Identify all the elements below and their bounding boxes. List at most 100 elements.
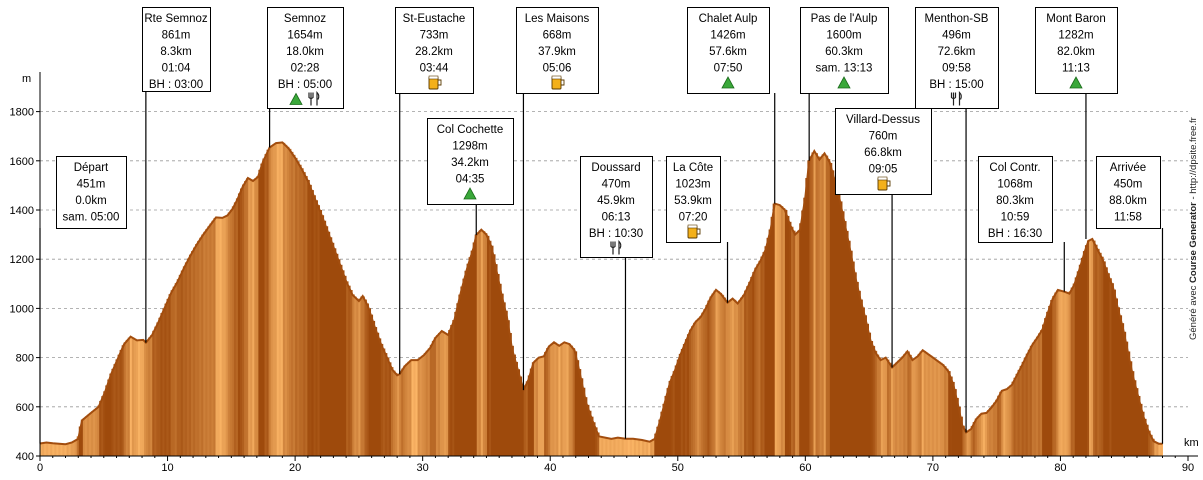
elevation-column [703,309,706,456]
elevation-column [327,231,331,456]
elevation-column [229,209,233,456]
elevation-column [270,145,274,456]
elevation-column [1029,345,1033,456]
elevation-column [1137,395,1141,456]
elevation-column [601,436,604,456]
elevation-column [564,342,567,456]
checkpoint-line: La Côte [673,162,713,174]
elevation-column [1103,261,1106,456]
elevation-column [695,320,698,456]
elevation-column [940,362,943,456]
elevation-column [852,261,855,456]
elevation-column [935,359,939,456]
elevation-column [1035,336,1039,456]
elevation-column [182,266,186,456]
elevation-column [1007,386,1010,456]
elevation-column [995,399,998,456]
elevation-line [39,141,1163,446]
elevation-column [313,195,316,456]
elevation-column [605,437,608,456]
elevation-column [1005,388,1008,456]
elevation-column [835,185,839,456]
elevation-column [258,169,261,456]
elevation-column [876,354,880,456]
elevation-column [1127,351,1131,456]
y-tick-label: 1200 [10,254,34,266]
drink-icon [428,75,442,90]
checkpoint-box [580,156,653,258]
elevation-column [560,343,563,456]
elevation-column [186,258,190,456]
checkpoint-line: BH : 10:30 [589,228,643,240]
elevation-column [395,372,398,456]
elevation-column [874,350,878,456]
checkpoint-line: Chalet Aulp [699,13,758,25]
elevation-column [272,143,276,456]
elevation-column [99,400,102,456]
elevation-column [333,248,337,456]
elevation-column [62,443,65,456]
elevation-column [1160,443,1163,456]
elevation-column [699,316,702,456]
elevation-column [872,345,876,456]
checkpoint-line: 34.2km [451,157,489,169]
elevation-column [580,378,584,456]
elevation-column [682,344,686,456]
elevation-column [548,345,551,456]
elevation-column [474,234,478,456]
elevation-column [584,397,588,456]
elevation-column [82,418,86,456]
elevation-column [1156,442,1159,456]
elevation-column [1080,257,1084,456]
drink-icon [877,176,891,191]
elevation-column [982,413,986,456]
elevation-column [737,300,741,456]
elevation-column [1091,239,1094,456]
summit-icon [289,92,303,105]
elevation-column [780,206,784,456]
elevation-column [789,221,792,456]
elevation-column [1095,244,1098,456]
elevation-column [1152,438,1155,456]
elevation-column [1070,287,1074,456]
elevation-column [48,442,51,456]
elevation-column [72,440,76,456]
elevation-column [746,286,749,456]
elevation-column [325,226,329,456]
elevation-column [889,362,892,456]
elevation-column [433,337,437,456]
elevation-column [576,360,580,456]
elevation-column [478,230,482,456]
elevation-column [544,351,547,456]
elevation-column [1113,289,1116,456]
elevation-column [1058,290,1061,456]
elevation-column [225,215,229,456]
checkpoint-line: 82.0km [1057,46,1095,58]
elevation-column [480,230,484,456]
elevation-column [446,333,449,456]
elevation-column [660,411,663,456]
checkpoint-line: 57.6km [709,46,747,58]
checkpoint-chalet-aulp: Chalet Aulp 1426m 57.6km 07:50 [687,7,776,204]
checkpoint-line: 1068m [997,179,1032,191]
checkpoint-pas-de-l-aulp: Pas de l'Aulp 1600m 60.3km sam. 13:13 [800,7,889,161]
elevation-column [111,368,114,456]
checkpoint-line: 01:04 [162,63,191,75]
elevation-column [615,437,618,456]
elevation-column [1066,292,1070,456]
elevation-column [909,354,912,456]
elevation-column [219,217,223,456]
elevation-column [797,230,800,456]
checkpoint-villard-dessus: Villard-Dessus 760m 66.8km 09:05 [835,108,932,368]
checkpoint-line: 37.9km [538,46,576,58]
elevation-column [1109,278,1112,456]
elevation-column [170,290,174,456]
elevation-column [772,203,776,456]
x-tick-label: 0 [37,462,43,474]
elevation-column [819,156,823,457]
elevation-column [921,350,925,456]
elevation-column [611,438,614,456]
elevation-column [423,353,427,456]
elevation-column [413,360,416,456]
elevation-column [919,351,923,456]
